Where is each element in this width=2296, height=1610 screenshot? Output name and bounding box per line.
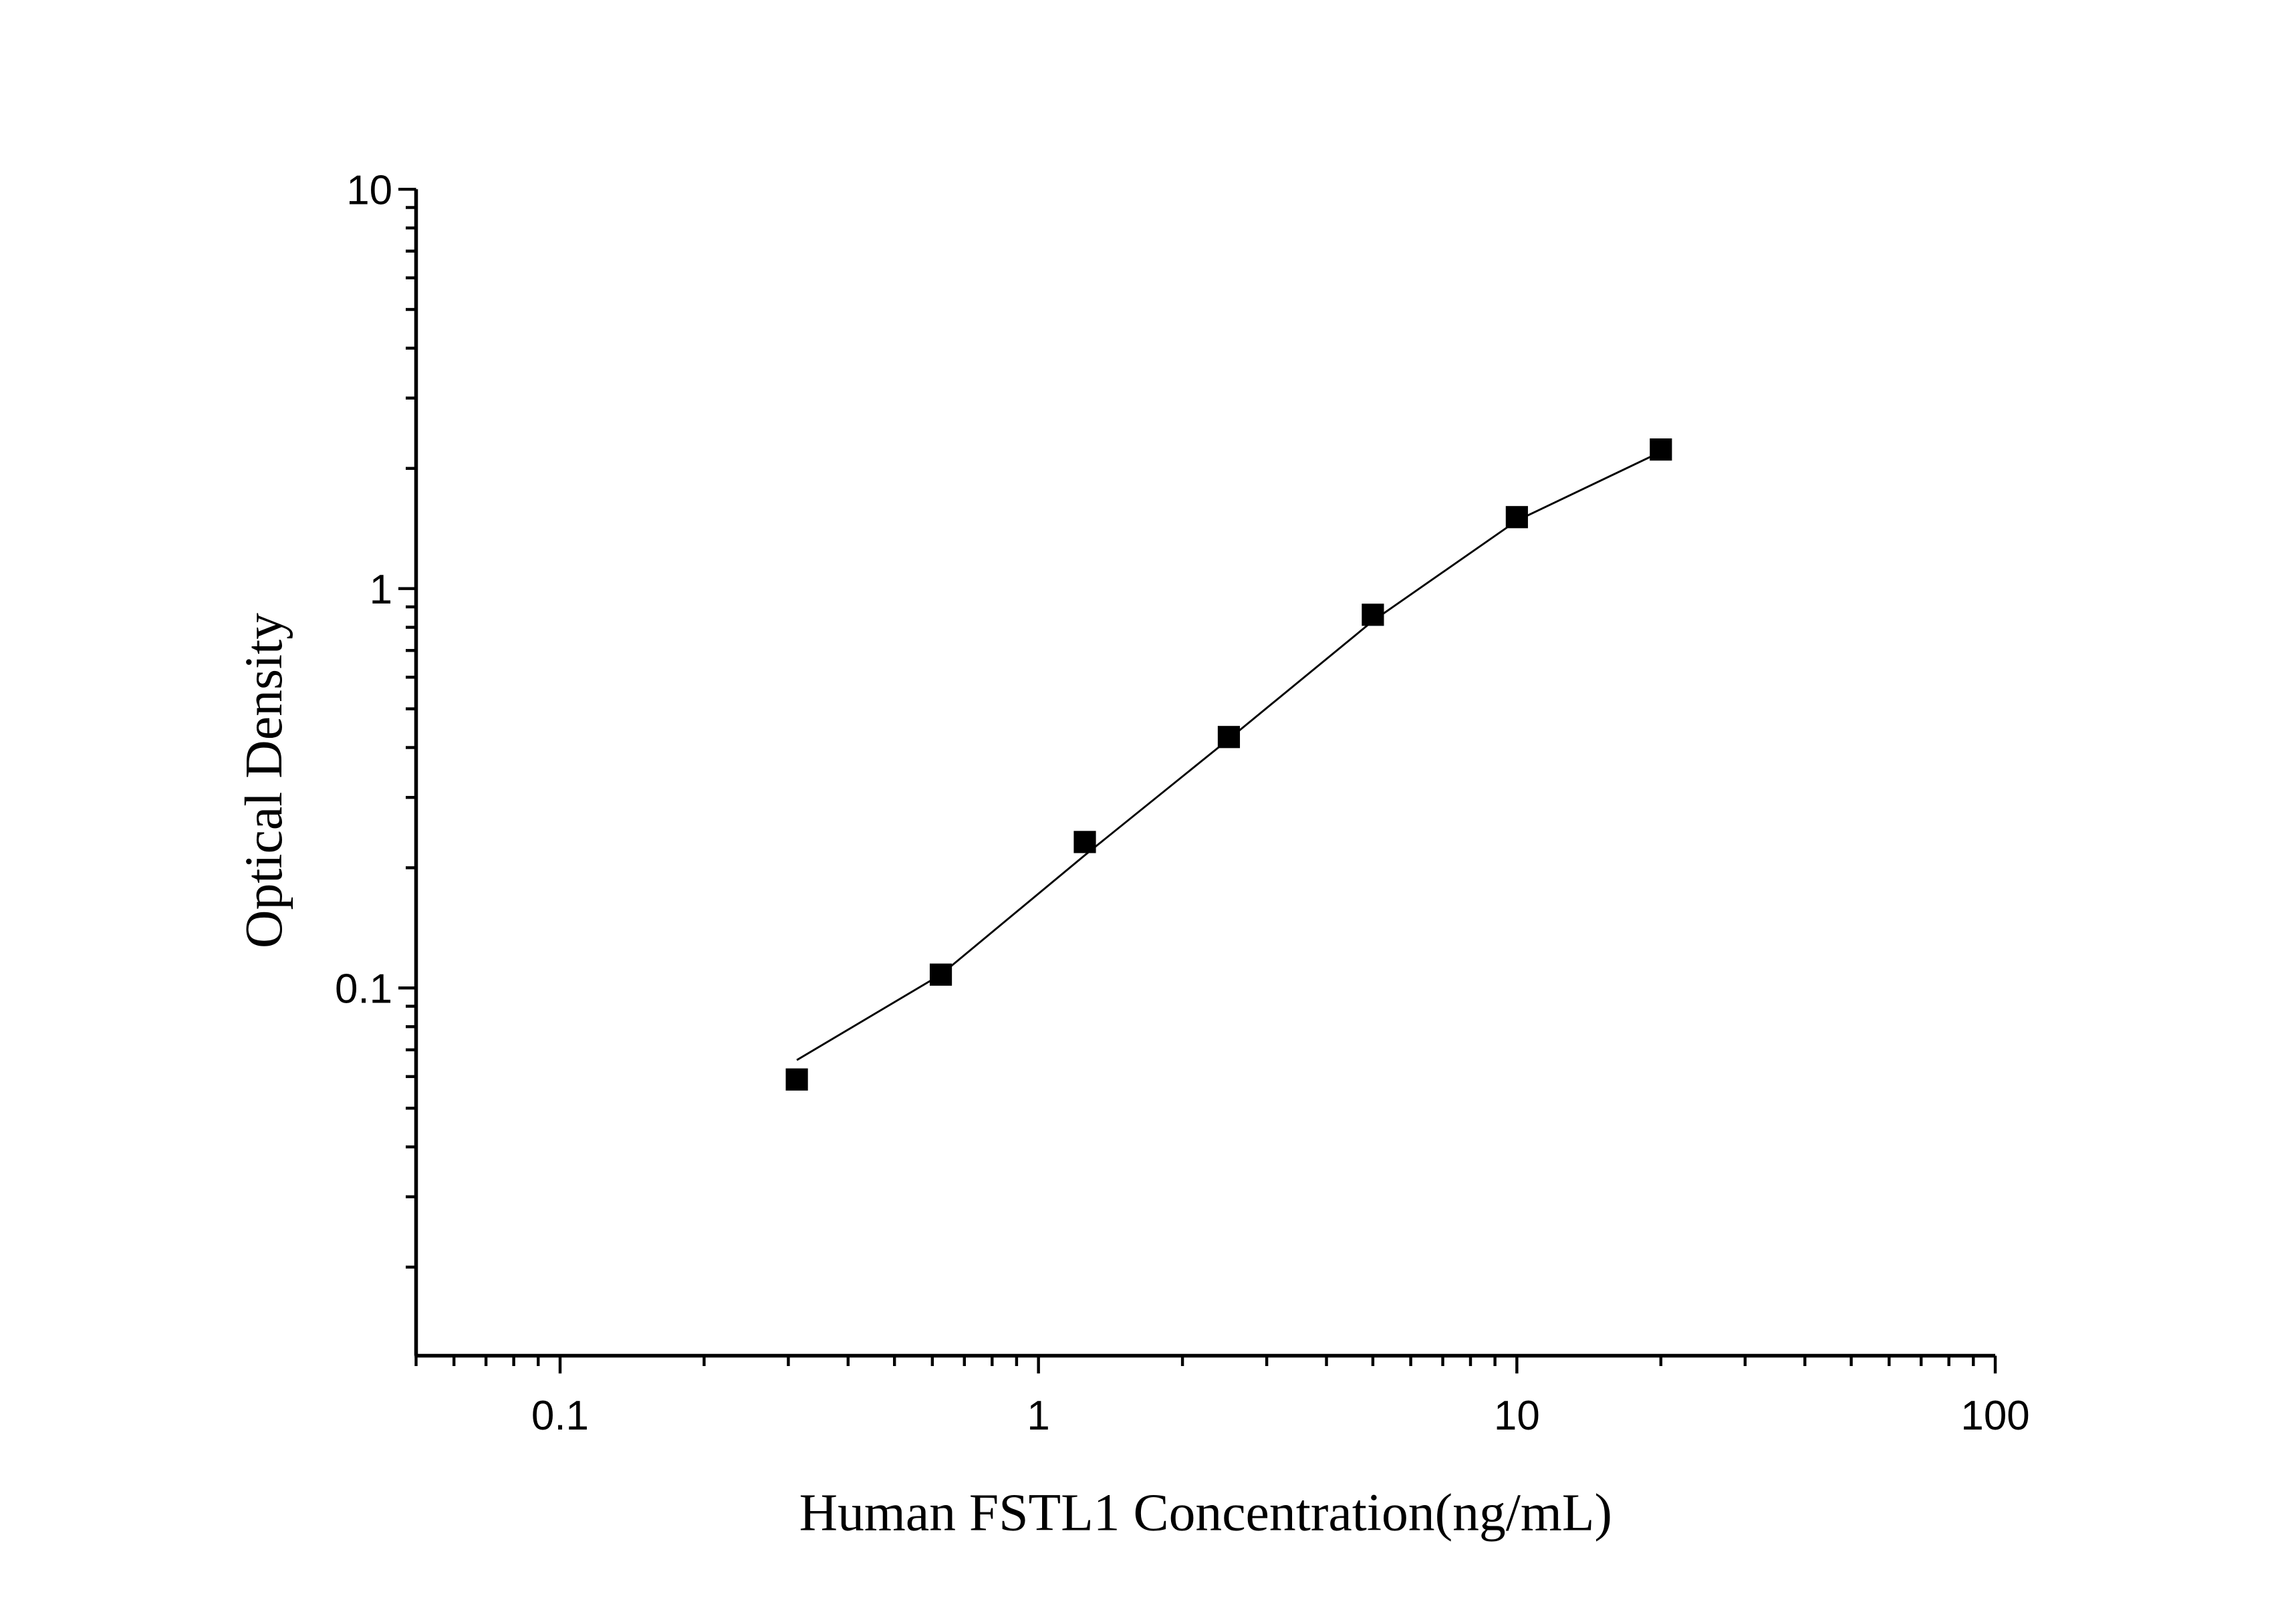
axes: 0.1 1 10 100 0.1 1 10 [335, 167, 2030, 1439]
data-point [1650, 438, 1672, 461]
x-axis-title: Human FSTL1 Concentration(ng/mL) [799, 1484, 1612, 1542]
data-point [1505, 506, 1528, 529]
x-tick-label: 10 [1494, 1393, 1540, 1439]
data-point [785, 1068, 808, 1091]
data-point [1362, 603, 1384, 626]
data-point [1217, 726, 1241, 749]
x-tick-label: 1 [1027, 1393, 1049, 1439]
data-point [1073, 831, 1096, 853]
x-tick-label: 100 [1960, 1393, 2029, 1439]
y-tick-label: 10 [346, 167, 392, 213]
y-tick-label: 1 [370, 567, 392, 613]
y-axis-title: Optical Density [235, 613, 293, 948]
fit-curve [796, 450, 1662, 1061]
y-tick-label: 0.1 [335, 966, 392, 1012]
data-marks [785, 438, 1672, 1091]
data-point [929, 963, 952, 986]
x-tick-label: 0.1 [531, 1393, 589, 1439]
